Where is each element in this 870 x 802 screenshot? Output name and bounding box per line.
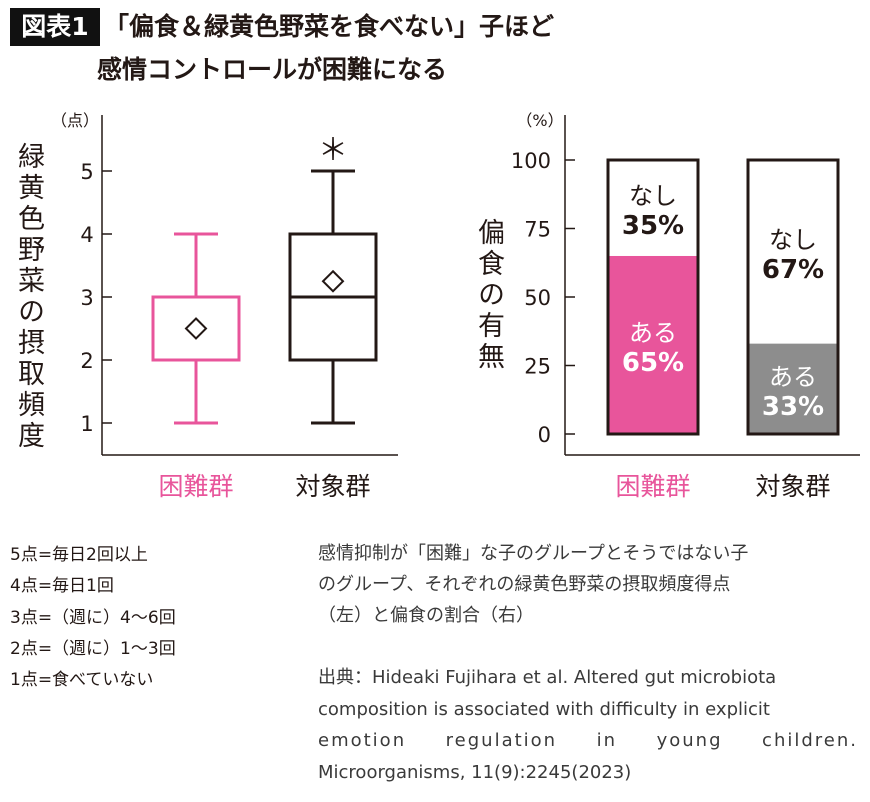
y-tick-label: 2 xyxy=(80,349,93,373)
bar-outline xyxy=(606,158,700,436)
figure-badge: 図表1 xyxy=(10,8,100,46)
mean-diamond xyxy=(321,269,345,293)
legend-note: 1点=食べていない xyxy=(10,670,154,691)
bar-data-label: 67% xyxy=(762,255,824,285)
caption-line: （左）と偏食の割合（右） xyxy=(318,605,534,626)
x-category-label: 対象群 xyxy=(295,472,370,501)
title-line-2: 感情コントロールが困難になる xyxy=(97,55,448,84)
x-category-label: 困難群 xyxy=(615,472,690,501)
bar-segment-name: なし xyxy=(629,182,677,210)
bar-segment-name: ある xyxy=(769,363,817,391)
x-category-label: 対象群 xyxy=(755,472,830,501)
title-line-1: 「偏食＆緑黄色野菜を食べない」子ほど xyxy=(104,12,555,41)
y-tick-label: 100 xyxy=(511,149,551,173)
bar-data-label: 33% xyxy=(762,392,824,422)
y-tick-label: 75 xyxy=(524,218,551,242)
bar-segment-name: ある xyxy=(629,319,677,347)
caption-line: のグループ、それぞれの緑黄色野菜の摂取頻度得点 xyxy=(318,574,731,595)
bar-data-label: 35% xyxy=(622,211,684,241)
bar-segment-no xyxy=(748,160,838,344)
score-legend: 5点=毎日2回以上 4点=毎日1回 3点=（週に）4〜6回 2点=（週に）1〜3… xyxy=(10,540,176,696)
legend-note: 5点=毎日2回以上 xyxy=(10,545,148,565)
source-citation: 出典：Hideaki Fujihara et al. Altered gut m… xyxy=(318,662,858,788)
y-tick-label: 1 xyxy=(80,412,93,436)
mean-diamond xyxy=(184,317,208,340)
y-tick-label: 0 xyxy=(538,423,551,447)
bar-segment-yes xyxy=(608,255,698,434)
bar-segment-name: なし xyxy=(769,226,817,254)
x-category-label: 困難群 xyxy=(158,472,233,501)
legend-note: 2点=（週に）1〜3回 xyxy=(10,638,176,659)
y-tick-label: 4 xyxy=(80,223,93,247)
y-tick-label: 3 xyxy=(80,286,93,310)
y-unit-label: （点） xyxy=(51,111,99,130)
source-line: 出典：Hideaki Fujihara et al. Altered gut m… xyxy=(318,667,777,688)
bar-segment-no xyxy=(608,160,698,256)
box-plot-y-axis-label: 緑黄色野菜の摂取頻度 xyxy=(13,142,44,452)
source-line: composition is associated with difficult… xyxy=(318,698,770,720)
y-unit-label: （%） xyxy=(516,111,563,130)
source-line: Microorganisms, 11(9):2245(2023) xyxy=(318,761,632,783)
caption-line: 感情抑制が「困難」な子のグループとそうではない子 xyxy=(318,543,749,564)
source-line: emotion regulation in young children. xyxy=(318,730,858,751)
bar-segment-yes xyxy=(748,343,838,434)
legend-note: 3点=（週に）4〜6回 xyxy=(10,607,176,628)
y-tick-label: 25 xyxy=(524,355,551,379)
y-tick-label: 5 xyxy=(80,160,93,184)
bar-chart-y-axis-label: 偏食の有無 xyxy=(473,218,504,373)
significance-asterisk: ＊ xyxy=(318,133,348,168)
bar-outline xyxy=(746,158,840,436)
bar-data-label: 65% xyxy=(622,348,684,378)
y-tick-label: 50 xyxy=(524,286,551,310)
caption: 感情抑制が「困難」な子のグループとそうではない子 のグループ、それぞれの緑黄色野… xyxy=(318,538,858,631)
legend-note: 4点=毎日1回 xyxy=(10,576,114,597)
